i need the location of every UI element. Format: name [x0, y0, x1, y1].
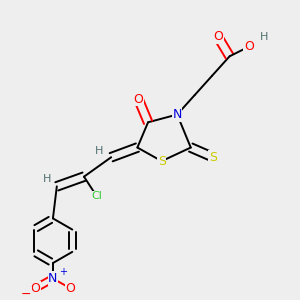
Text: O: O: [31, 282, 40, 295]
Text: H: H: [43, 174, 51, 184]
Text: N: N: [172, 108, 182, 121]
Text: N: N: [48, 272, 58, 285]
Text: H: H: [95, 146, 104, 156]
Text: S: S: [158, 154, 166, 168]
Text: Cl: Cl: [91, 191, 102, 201]
Text: −: −: [20, 288, 31, 300]
Text: H: H: [260, 32, 269, 42]
Text: O: O: [65, 282, 75, 295]
Text: +: +: [58, 267, 67, 277]
Text: S: S: [209, 151, 217, 164]
Text: O: O: [213, 30, 223, 44]
Text: O: O: [244, 40, 254, 53]
Text: O: O: [134, 92, 143, 106]
